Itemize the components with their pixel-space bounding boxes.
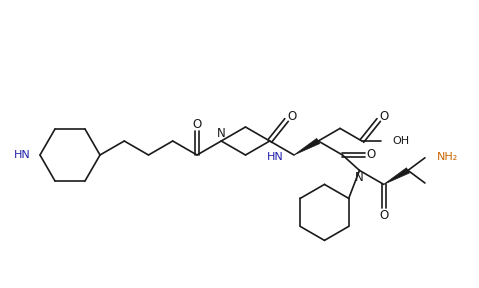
Text: O: O: [287, 111, 296, 124]
Text: HN: HN: [14, 150, 31, 160]
Text: O: O: [379, 209, 388, 222]
Text: O: O: [193, 118, 202, 131]
Text: O: O: [379, 109, 388, 122]
Text: NH₂: NH₂: [437, 152, 458, 162]
Polygon shape: [384, 168, 410, 184]
Text: OH: OH: [392, 136, 410, 146]
Polygon shape: [294, 139, 320, 155]
Text: N: N: [355, 171, 364, 184]
Text: HN: HN: [267, 152, 284, 162]
Text: N: N: [217, 127, 226, 140]
Text: O: O: [366, 149, 376, 162]
